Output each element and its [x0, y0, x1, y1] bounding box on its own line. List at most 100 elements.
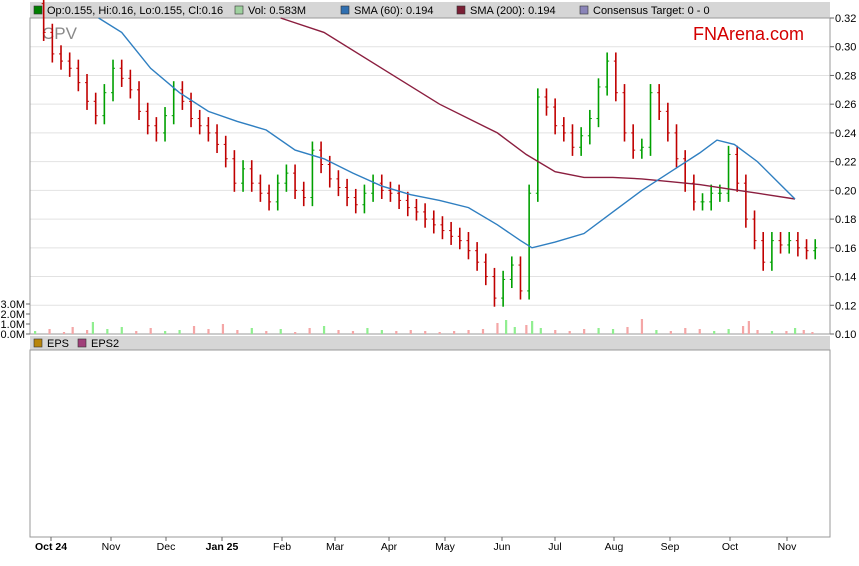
volume-bar	[611, 329, 615, 334]
ohlc-swatch	[33, 5, 43, 15]
price-tick-label: 0.20	[835, 185, 856, 197]
volume-bar	[192, 326, 196, 334]
volume-bar	[505, 320, 508, 334]
volume-bar	[308, 328, 311, 334]
volume-bar	[178, 330, 181, 334]
x-tick-label: Nov	[778, 541, 797, 553]
volume-bar	[366, 328, 369, 334]
volume-tick-label: 1.0M	[1, 319, 25, 331]
volume-bar	[48, 329, 51, 334]
ticker-label: CPV	[42, 24, 78, 43]
volume-bar	[727, 329, 730, 334]
volume-bar	[811, 332, 814, 334]
price-candles	[41, 0, 818, 307]
x-tick-label: Nov	[102, 541, 121, 553]
volume-bar	[395, 331, 398, 334]
volume-bar	[106, 329, 109, 334]
x-tick-label: Oct	[722, 541, 738, 553]
sma60-swatch	[340, 5, 350, 15]
volume-axis: 3.0M2.0M1.0M0.0M	[1, 299, 30, 341]
x-tick-label: Jul	[548, 541, 561, 553]
x-tick-label: Sep	[661, 541, 680, 553]
eps-swatch	[33, 338, 43, 348]
volume-bar	[380, 330, 383, 334]
price-tick-label: 0.18	[835, 214, 856, 226]
x-tick-label: Apr	[381, 541, 398, 553]
volume-bar	[34, 331, 37, 334]
volume-bar	[583, 329, 586, 334]
x-tick-label: Jan 25	[206, 541, 239, 553]
volume-bar	[164, 331, 167, 334]
sma200-legend: SMA (200): 0.194	[470, 5, 556, 17]
volume-bar	[539, 328, 542, 334]
volume-bar	[453, 331, 456, 334]
volume-bar	[279, 329, 282, 334]
volume-bar	[207, 329, 210, 334]
volume-bar	[409, 330, 412, 334]
price-axis: 0.32 0.30 0.28 0.26 0.24 0.22 0.20 0.18 0.16 0.14…	[830, 13, 856, 341]
volume-bar	[513, 327, 516, 334]
price-tick-label: 0.12	[835, 300, 856, 312]
ohlc-legend: Op:0.155, Hi:0.16, Lo:0.155, Cl:0.16	[47, 5, 223, 17]
volume-bar	[525, 325, 528, 334]
volume-bars	[34, 319, 814, 334]
price-grid	[30, 17, 830, 335]
x-tick-label: Feb	[273, 541, 291, 553]
volume-bar	[467, 330, 470, 334]
volume-bar	[236, 330, 239, 334]
volume-bar	[669, 331, 672, 334]
volume-tick-label: 0.0M	[1, 329, 25, 341]
price-tick-label: 0.14	[835, 272, 856, 284]
volume-bar	[655, 330, 658, 334]
x-tick-label: May	[435, 541, 456, 553]
sma60-line	[98, 17, 796, 249]
volume-bar	[86, 330, 89, 334]
volume-bar	[120, 327, 123, 334]
legend-bar-bottom	[30, 336, 830, 350]
price-tick-label: 0.26	[835, 99, 856, 111]
volume-bar	[438, 332, 441, 334]
eps-plot-frame	[29, 349, 831, 538]
eps2-swatch	[77, 338, 87, 348]
volume-bar	[351, 331, 355, 334]
price-tick-label: 0.32	[835, 13, 856, 25]
price-tick-label: 0.22	[835, 157, 856, 169]
volume-bar	[322, 326, 326, 334]
x-tick-label: Aug	[605, 541, 624, 553]
volume-bar	[424, 331, 427, 334]
volume-bar	[265, 331, 268, 334]
volume-bar	[531, 321, 534, 334]
legend-bar-top	[30, 2, 830, 18]
volume-bar	[756, 330, 759, 334]
volume-bar	[91, 322, 94, 334]
x-tick-label: Mar	[326, 541, 345, 553]
price-tick-label: 0.30	[835, 42, 856, 54]
volume-bar	[793, 328, 797, 334]
volume-bar	[294, 332, 297, 334]
volume-bar	[337, 330, 340, 334]
eps-legend: EPS	[47, 338, 69, 350]
price-plot-frame	[29, 17, 831, 335]
volume-bar	[496, 323, 499, 334]
volume-bar	[221, 324, 225, 334]
volume-bar	[747, 321, 750, 334]
brand-logo: FNArena.com	[693, 24, 804, 44]
x-tick-label: Dec	[157, 541, 176, 553]
volume-bar	[741, 326, 745, 334]
volume-bar	[568, 331, 571, 334]
volume-bar	[802, 330, 805, 334]
volume-bar	[71, 327, 74, 334]
volume-bar	[62, 332, 66, 334]
consensus-swatch	[579, 5, 589, 15]
eps2-legend: EPS2	[91, 338, 119, 350]
price-tick-label: 0.10	[835, 329, 856, 341]
sma60-legend: SMA (60): 0.194	[354, 5, 434, 17]
volume-tick-label: 2.0M	[1, 309, 25, 321]
volume-bar	[597, 328, 600, 334]
volume-tick-label: 3.0M	[1, 299, 25, 311]
vol-legend: Vol: 0.583M	[248, 5, 306, 17]
volume-bar	[684, 328, 687, 334]
volume-bar	[698, 329, 701, 334]
price-tick-label: 0.28	[835, 70, 856, 82]
